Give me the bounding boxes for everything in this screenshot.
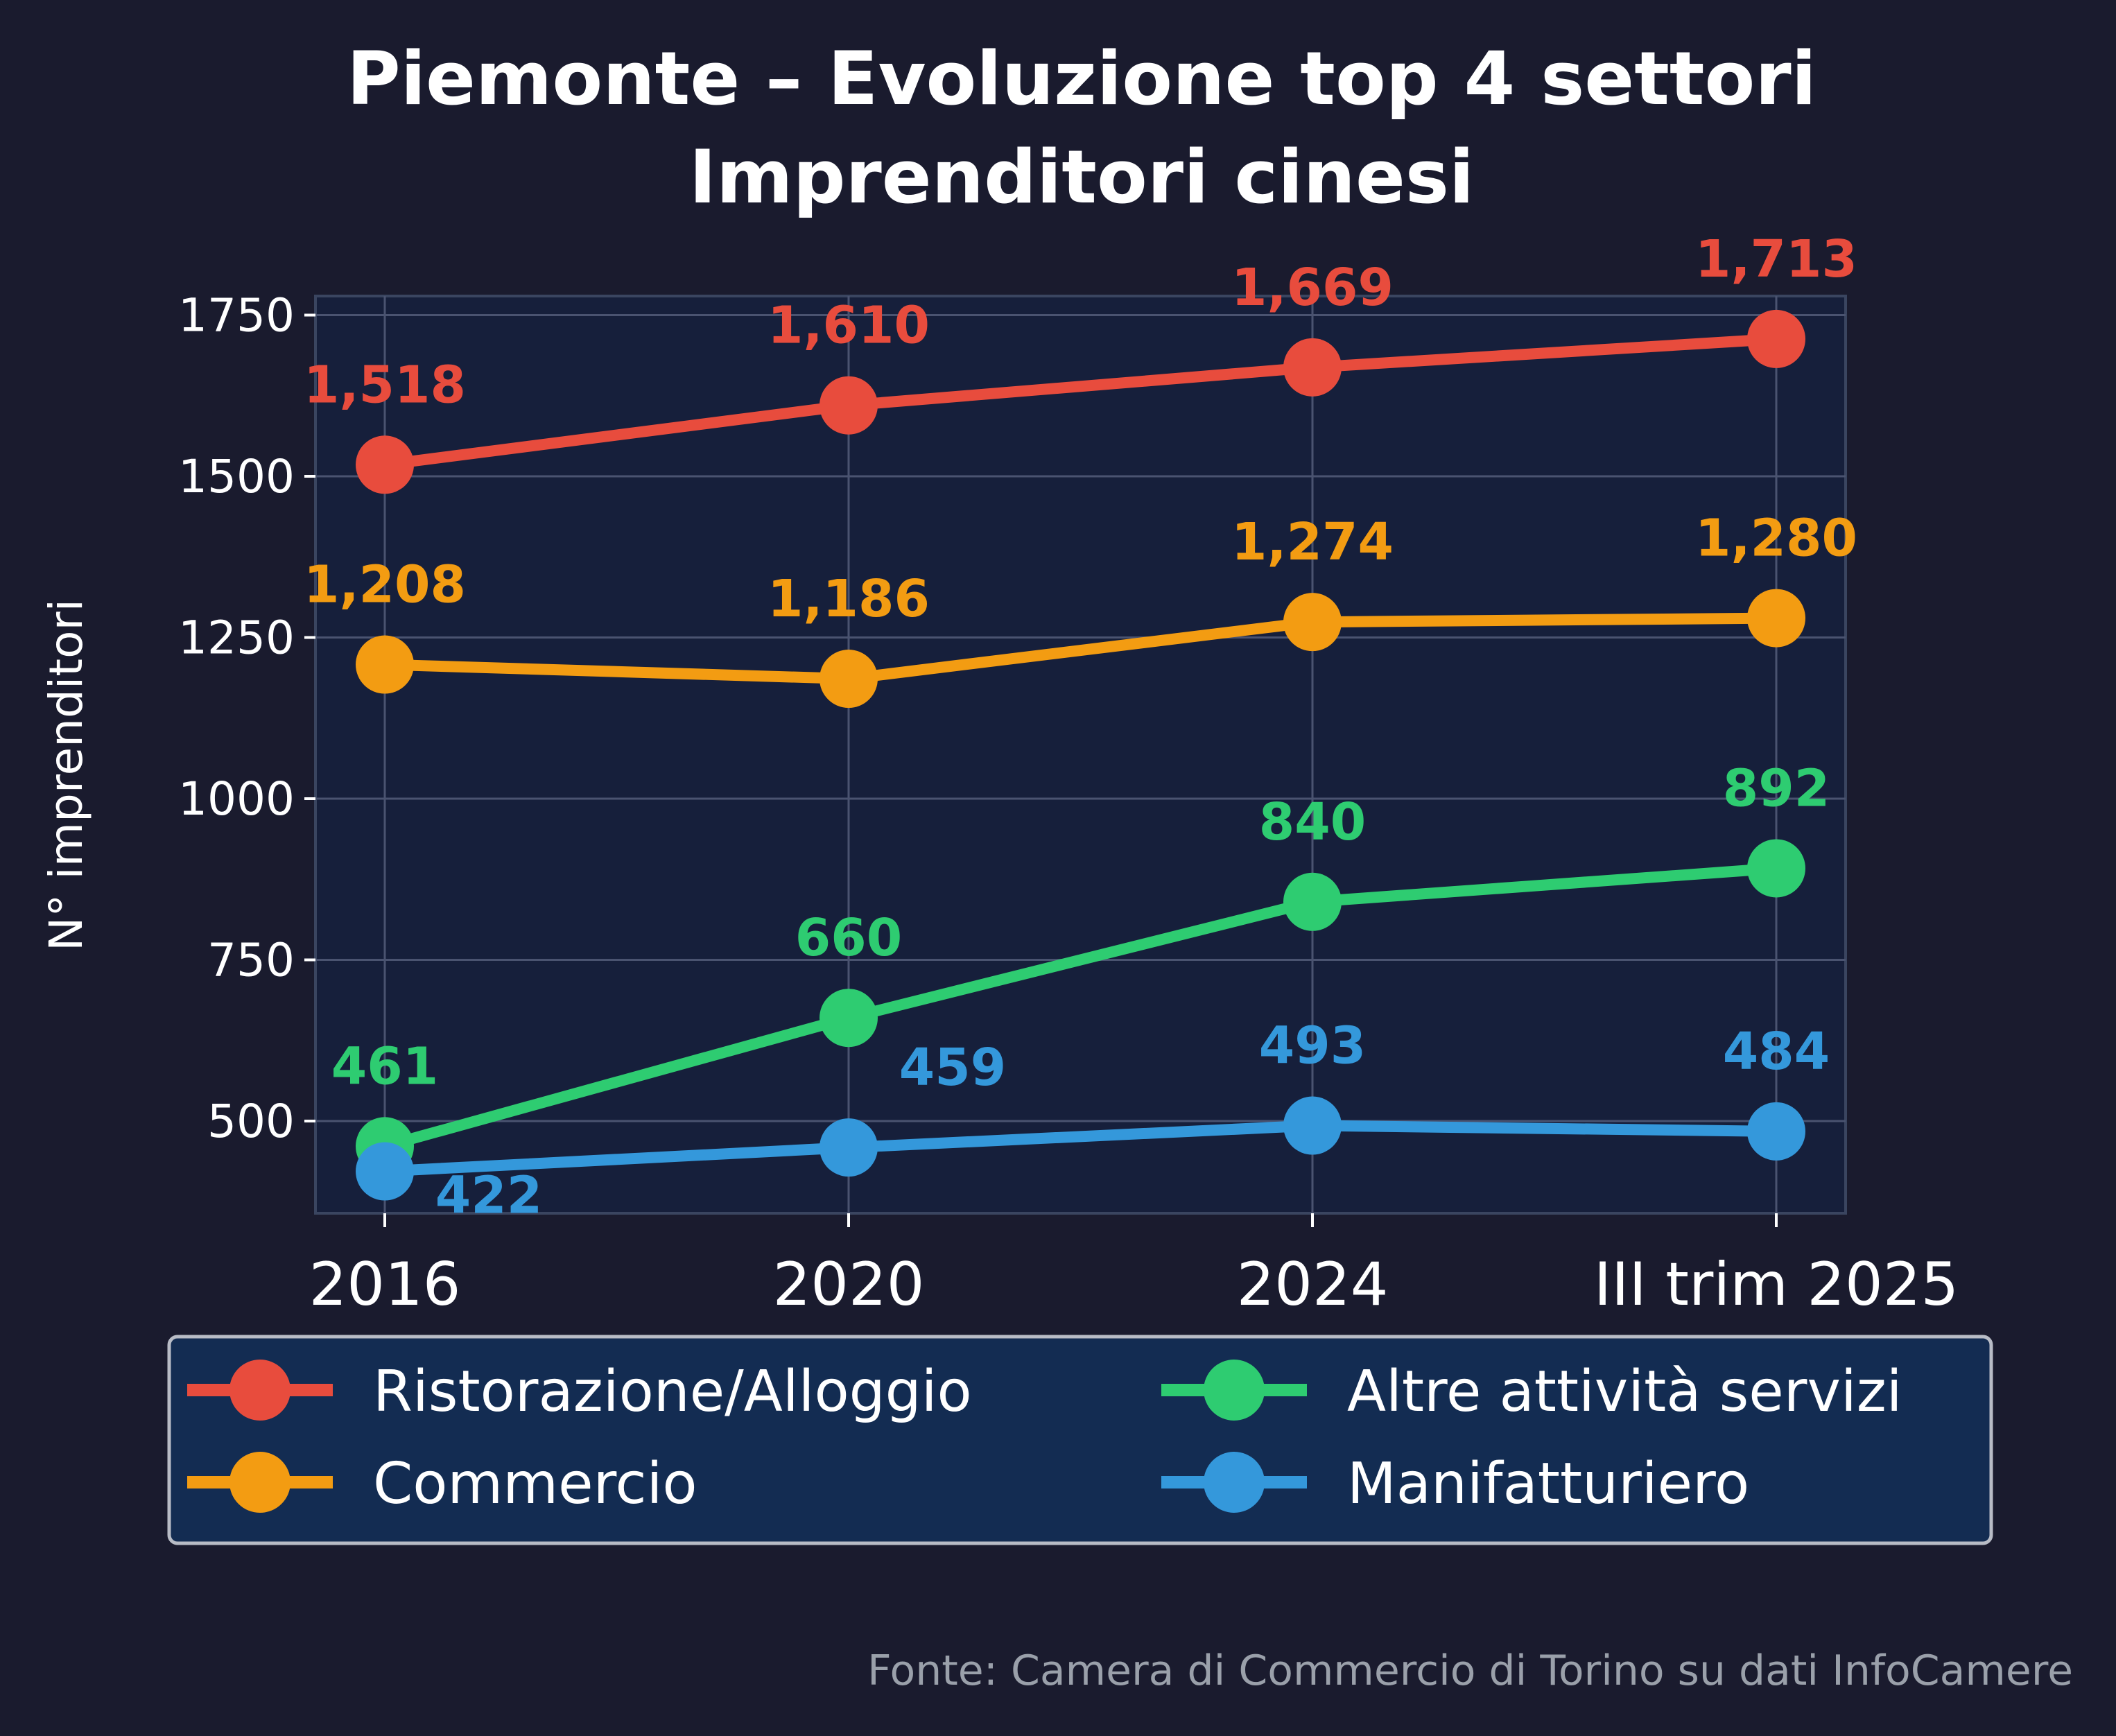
data-label: 892 [1723, 758, 1830, 818]
data-point [1283, 1096, 1342, 1155]
data-label: 840 [1259, 792, 1366, 852]
series-line [379, 612, 1782, 685]
series-line [379, 333, 1782, 471]
legend-label: Ristorazione/Alloggio [373, 1359, 972, 1425]
data-label: 1,274 [1231, 512, 1394, 572]
data-point [356, 635, 414, 694]
legend-item: Manifatturiero [1161, 1451, 1749, 1517]
x-tick-label: 2024 [1237, 1250, 1389, 1319]
legend-label: Commercio [373, 1451, 697, 1517]
chart-title: Piemonte – Evoluzione top 4 settori [347, 36, 1816, 121]
y-tick-label: 1000 [178, 772, 295, 826]
y-axis-label: N° imprenditori [40, 599, 93, 951]
series-commercio: 1,208 1,186 1,274 1,280 [304, 509, 1857, 709]
data-label: 1,610 [768, 296, 930, 356]
data-point [1747, 839, 1805, 898]
chart-subtitle: Imprenditori cinesi [689, 134, 1475, 220]
data-point [819, 650, 878, 709]
y-tick-label: 750 [207, 934, 295, 987]
source-note: Fonte: Camera di Commercio di Torino su … [867, 1647, 2073, 1695]
legend-label: Manifatturiero [1347, 1451, 1749, 1517]
series-line [379, 1120, 1782, 1177]
legend: Ristorazione/Alloggio Commercio Altre atti… [167, 1335, 1993, 1545]
data-label: 1,518 [304, 355, 466, 415]
y-tick-label: 1750 [178, 289, 295, 342]
data-point [356, 1142, 414, 1201]
data-point [1747, 1102, 1805, 1161]
legend-marker [229, 1360, 290, 1421]
x-tick-label: 2016 [309, 1250, 461, 1319]
data-point [1283, 338, 1342, 397]
plot-background [314, 295, 1847, 1215]
series-manifatturiero: 422 459 493 484 [356, 1016, 1830, 1226]
data-point [356, 435, 414, 494]
data-label: 461 [331, 1036, 438, 1096]
y-tick-label: 500 [207, 1095, 295, 1148]
data-label: 459 [899, 1038, 1006, 1097]
legend-marker [229, 1452, 290, 1513]
data-label: 1,208 [304, 555, 466, 615]
data-label: 660 [795, 908, 902, 968]
x-tick-label: 2020 [773, 1250, 925, 1319]
data-label: 1,280 [1695, 509, 1857, 568]
data-point [1747, 309, 1805, 368]
data-point [819, 376, 878, 435]
y-tick-label: 1500 [178, 450, 295, 503]
legend-marker [1204, 1452, 1265, 1513]
legend-item: Commercio [187, 1451, 697, 1517]
data-label: 1,186 [768, 569, 930, 629]
data-label: 1,713 [1695, 229, 1857, 289]
data-point [819, 989, 878, 1048]
data-label: 422 [435, 1166, 542, 1226]
data-point [1283, 872, 1342, 931]
series-ristorazione-alloggio: 1,518 1,610 1,669 1,713 [304, 229, 1857, 494]
data-point [1283, 593, 1342, 652]
legend-item: Altre attività servizi [1161, 1359, 1902, 1425]
data-point [819, 1118, 878, 1177]
legend-item: Ristorazione/Alloggio [187, 1359, 972, 1425]
plot-area: 500 750 1000 1250 1500 1750 2016 2020 2024 III tr… [178, 229, 1959, 1319]
data-point [1747, 589, 1805, 648]
data-label: 1,669 [1231, 258, 1394, 318]
data-label: 484 [1723, 1022, 1830, 1082]
series-line [379, 862, 1782, 1152]
data-label: 493 [1259, 1016, 1366, 1076]
x-tick-label: III trim 2025 [1594, 1250, 1959, 1319]
legend-label: Altre attività servizi [1347, 1359, 1902, 1425]
y-tick-label: 1250 [178, 611, 295, 665]
legend-box [167, 1335, 1993, 1545]
legend-marker [1204, 1360, 1265, 1421]
